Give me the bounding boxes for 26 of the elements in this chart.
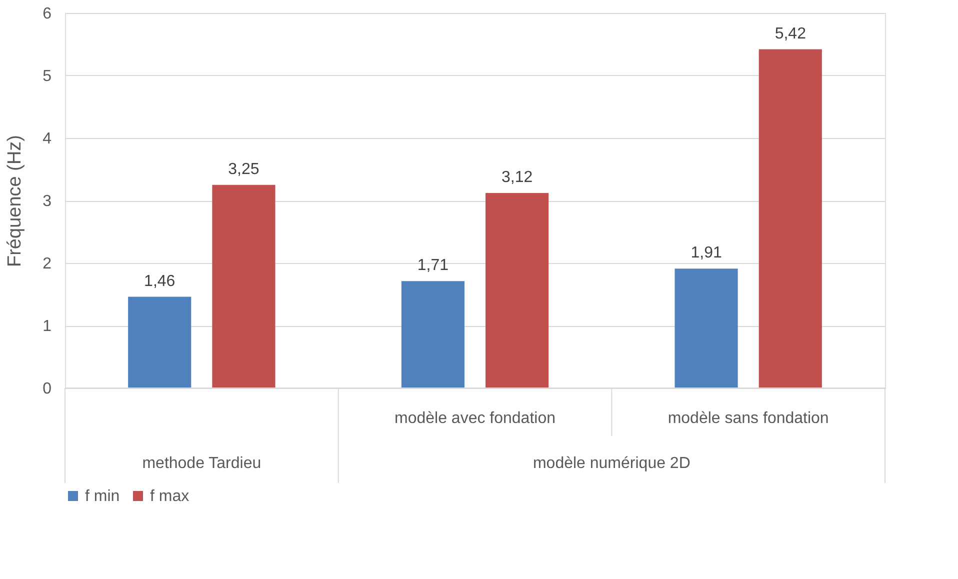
y-axis-title: Fréquence (Hz) [4,135,26,267]
bar [212,184,276,388]
data-label: 5,42 [774,25,806,42]
data-label: 3,25 [228,160,260,178]
legend-label: f max [150,488,190,505]
y-tick-label: 4 [42,130,52,148]
data-label: 1,46 [144,272,176,290]
y-tick-label: 0 [42,380,52,398]
bar [674,268,738,388]
data-label: 1,91 [690,244,722,262]
data-label: 1,71 [417,257,449,274]
text: methode Tardieu [142,455,262,472]
legend-label: f min [85,488,120,505]
data-label: 3,12 [501,169,533,186]
bar [128,296,192,388]
y-tick-label: 1 [42,318,52,335]
y-tick-label: 3 [42,193,52,210]
bar [486,193,549,388]
bar [401,281,464,388]
x-tick-label: modèle sans fondation [668,410,829,427]
y-tick-label: 5 [42,68,52,85]
x-tick-label: modèle avec fondation [394,410,556,427]
text: modèle numérique 2D [532,455,690,472]
y-tick-label: 6 [42,6,52,22]
bar [758,49,822,388]
y-tick-label: 2 [42,256,52,272]
